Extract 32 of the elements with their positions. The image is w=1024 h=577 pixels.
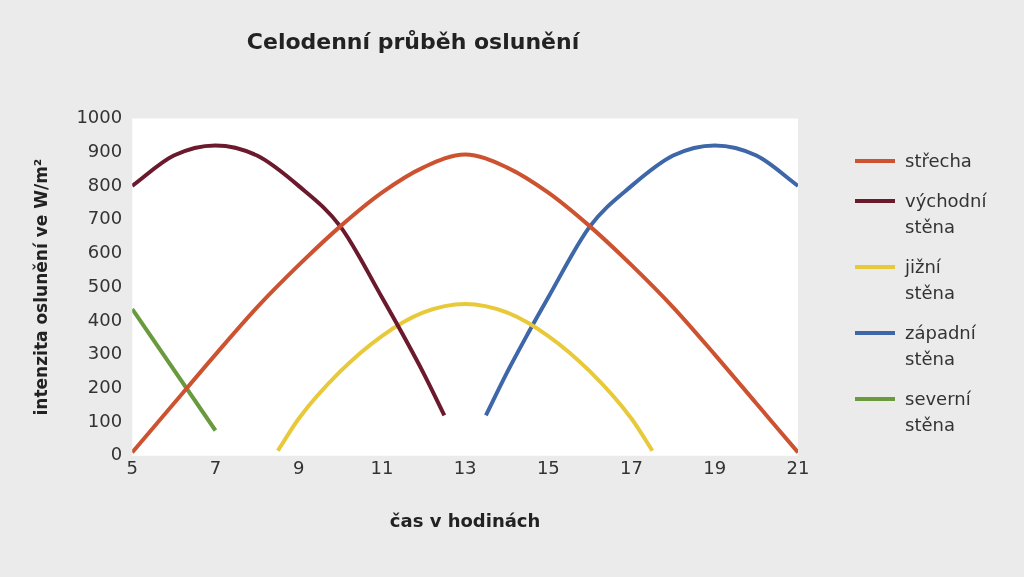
y-tick-label: 500 [87,274,123,296]
y-tick-label: 100 [87,409,123,431]
y-tick-label: 800 [87,173,123,195]
x-tick-label: 11 [370,457,394,479]
y-tick-label: 700 [87,207,123,229]
y-tick-label: 300 [87,342,123,364]
legend-label: střecha [905,149,973,173]
x-tick-label: 7 [209,457,222,479]
legend-label: severní stěna [905,387,972,437]
y-tick-label: 0 [110,443,123,465]
x-tick-label: 5 [126,457,138,479]
chart-title: Celodenní průběh oslunění [246,28,581,54]
y-tick-label: 1000 [76,106,123,128]
x-axis-title: čas v hodinách [389,509,541,531]
legend-label: východní stěna [905,189,987,239]
x-tick-label: 13 [453,457,477,479]
x-tick-label: 15 [536,457,560,479]
line-series [483,143,798,418]
y-tick-label: 200 [87,375,123,397]
legend-label: západní stěna [905,321,977,371]
y-tick-label: 900 [87,139,123,161]
line-series [132,152,798,455]
x-tick-label: 9 [292,457,305,479]
line-series [275,301,655,453]
line-series [132,143,447,418]
x-tick-label: 19 [703,457,727,479]
y-tick-label: 400 [87,308,123,330]
y-axis-title: intenzita oslunění ve W/m² [30,158,51,416]
x-tick-label: 21 [786,457,810,479]
x-tick-label: 17 [620,457,644,479]
y-tick-label: 600 [87,241,123,263]
legend-label: jižní stěna [905,255,956,305]
